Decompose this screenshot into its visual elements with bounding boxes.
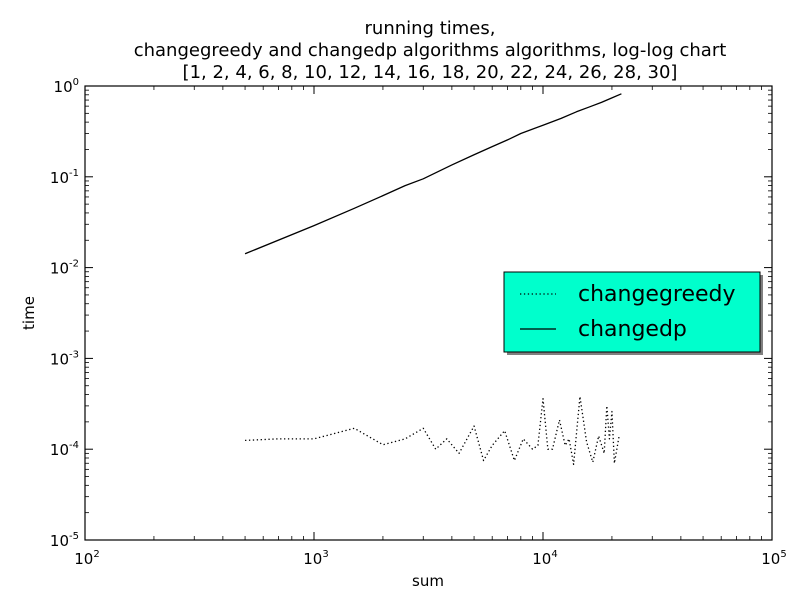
y-tick-label: 10-1: [50, 168, 79, 187]
x-tick-label: 104: [532, 549, 557, 568]
plot-frame: [84, 85, 773, 541]
legend-box: [503, 271, 761, 353]
y-tick-label: 10-4: [50, 440, 79, 459]
chart-title-line-1: running times,: [365, 18, 496, 39]
y-axis-label: time: [20, 296, 38, 330]
legend-label-changegreedy: changegreedy: [578, 282, 736, 307]
ticks-layer: 102 103 104 105 100 10-1 10-2 10-3 10-4 10-5: [50, 77, 787, 568]
legend: changegreedy changedp: [503, 271, 763, 355]
series-line-changedp: [244, 93, 622, 255]
chart-title-line-3: [1, 2, 4, 6, 8, 10, 12, 14, 16, 18, 20, …: [183, 62, 678, 83]
y-tick-label: 100: [54, 77, 79, 96]
legend-label-changedp: changedp: [578, 317, 687, 342]
y-tick-label: 10-3: [50, 349, 79, 368]
series-line-changegreedy: [245, 395, 620, 466]
chart-title: running times, changegreedy and changedp…: [134, 18, 727, 83]
x-tick-label: 103: [303, 549, 328, 568]
x-tick-label: 102: [74, 549, 99, 568]
x-axis-label: sum: [412, 572, 444, 590]
series-layer: [244, 93, 622, 466]
y-tick-label: 10-5: [50, 531, 79, 550]
x-tick-label: 105: [761, 549, 786, 568]
chart-title-line-2: changegreedy and changedp algorithms alg…: [134, 40, 727, 61]
y-tick-label: 10-2: [50, 259, 79, 278]
